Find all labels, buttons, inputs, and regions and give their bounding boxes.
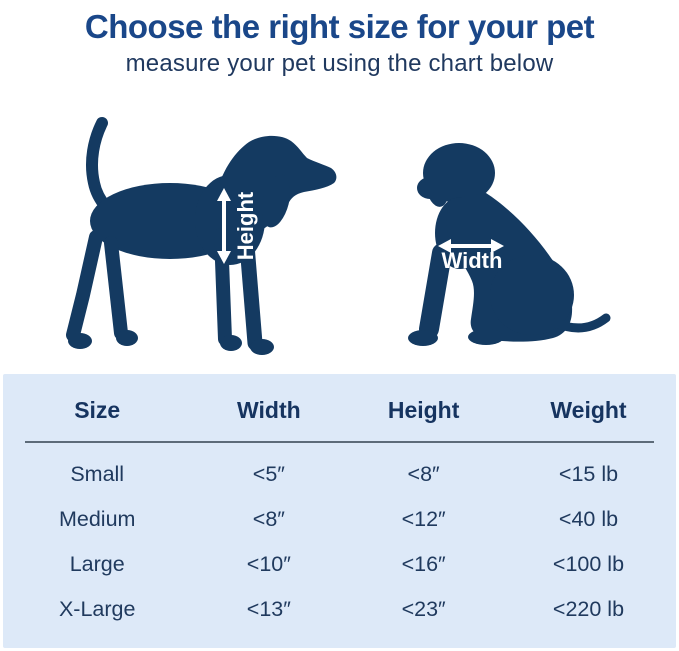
size-chart-header-row: Size Width Height Weight (3, 390, 676, 430)
standing-dog-ear (261, 174, 291, 228)
sitting-dog-rear-paw (468, 329, 504, 345)
size-value: X-Large (58, 597, 136, 621)
standing-dog-hind-leg-front (104, 236, 128, 340)
sitting-dog-haunch (490, 255, 574, 335)
column-header-height: Height (387, 396, 460, 423)
sitting-dog-ear (424, 159, 450, 207)
height-value: <12″ (401, 507, 446, 531)
width-arrow-icon (438, 239, 504, 253)
sitting-dog-tail (551, 313, 611, 333)
size-chart-rows: Small <5″ <8″ <15 lb Medium <8″ <12″ <40… (3, 452, 676, 632)
height-arrow-label: Height (233, 191, 258, 260)
height-value: <16″ (401, 552, 446, 576)
table-row-medium: Medium <8″ <12″ <40 lb (3, 497, 676, 542)
width-value: <13″ (246, 597, 291, 621)
width-value: <5″ (252, 462, 285, 486)
sitting-dog-silhouette (408, 143, 611, 346)
standing-dog-silhouette (66, 117, 337, 355)
width-value: <10″ (246, 552, 291, 576)
column-header-size: Size (74, 396, 121, 423)
standing-dog-front-foot-front (250, 339, 274, 355)
column-header-weight: Weight (550, 396, 627, 423)
page-subtitle: measure your pet using the chart below (125, 50, 554, 77)
weight-value: <100 lb (552, 552, 625, 576)
table-row-xlarge: X-Large <13″ <23″ <220 lb (3, 587, 676, 632)
standing-dog-hind-leg-rear (66, 230, 103, 342)
sitting-dog-front-paw (408, 330, 438, 346)
header-divider (25, 441, 654, 443)
standing-dog-tail (86, 117, 112, 213)
column-header-width: Width (237, 396, 301, 423)
size-value: Large (69, 552, 125, 576)
sitting-dog-front-leg (419, 243, 452, 339)
table-row-large: Large <10″ <16″ <100 lb (3, 542, 676, 587)
height-arrow-icon (217, 188, 231, 264)
weight-value: <40 lb (558, 507, 619, 531)
weight-value: <15 lb (558, 462, 619, 486)
table-row-small: Small <5″ <8″ <15 lb (3, 452, 676, 497)
standing-dog-hind-foot-rear (68, 333, 92, 349)
height-value: <8″ (407, 462, 440, 486)
height-value: <23″ (401, 597, 446, 621)
width-arrow-label: Width (442, 248, 503, 273)
size-value: Small (70, 462, 125, 486)
width-value: <8″ (252, 507, 285, 531)
size-value: Medium (58, 507, 136, 531)
standing-dog-front-foot-rear (220, 335, 242, 351)
page-title: Choose the right size for your pet (84, 8, 595, 45)
measurement-diagram: Height Widt (66, 117, 611, 355)
standing-dog-front-leg-front (238, 225, 263, 351)
standing-dog-hind-foot-front (116, 330, 138, 346)
weight-value: <220 lb (552, 597, 625, 621)
size-chart-panel: Size Width Height Weight Small <5″ <8″ <… (3, 374, 676, 648)
